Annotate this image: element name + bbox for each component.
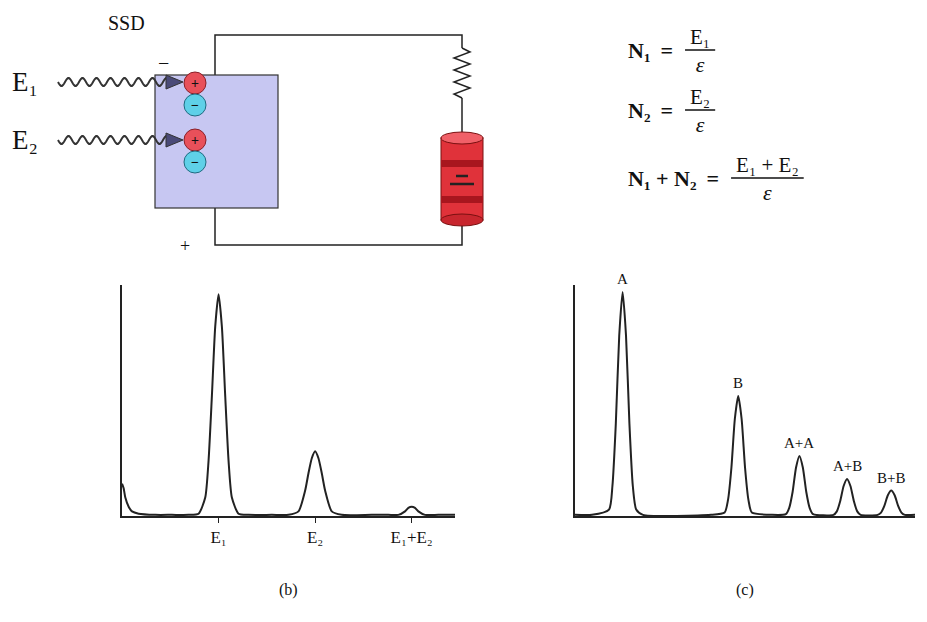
svg-text:E₁: E₁ — [690, 25, 710, 49]
svg-text:ε: ε — [763, 180, 772, 205]
svg-text:B+B: B+B — [877, 470, 905, 486]
svg-text:E₂: E₂ — [690, 85, 710, 109]
svg-text:SSD: SSD — [108, 12, 145, 34]
svg-text:B: B — [733, 375, 743, 391]
svg-text:−: − — [158, 52, 169, 74]
svg-text:+: + — [191, 76, 199, 91]
svg-text:E₂: E₂ — [307, 528, 323, 547]
svg-text:=: = — [707, 166, 720, 191]
svg-text:N₁ + N₂: N₁ + N₂ — [628, 166, 697, 191]
svg-text:E₁ + E₂: E₁ + E₂ — [736, 153, 799, 177]
svg-text:ε: ε — [696, 112, 705, 137]
svg-text:−: − — [191, 155, 199, 170]
svg-text:E₁: E₁ — [12, 67, 38, 97]
svg-text:ε: ε — [696, 52, 705, 77]
svg-text:N₂: N₂ — [628, 98, 651, 123]
svg-text:E₁+E₂: E₁+E₂ — [391, 528, 433, 547]
svg-text:(c): (c) — [736, 581, 754, 599]
svg-text:E₁: E₁ — [210, 528, 226, 547]
svg-text:+: + — [191, 133, 199, 148]
svg-text:−: − — [191, 98, 199, 113]
svg-text:A+A: A+A — [784, 435, 814, 451]
svg-text:+: + — [180, 236, 190, 256]
svg-text:A: A — [617, 271, 628, 287]
svg-text:=: = — [660, 38, 673, 63]
svg-text:A+B: A+B — [833, 458, 862, 474]
svg-text:(b): (b) — [279, 581, 298, 599]
svg-text:=: = — [660, 98, 673, 123]
svg-text:N₁: N₁ — [628, 38, 650, 63]
svg-text:E₂: E₂ — [12, 125, 38, 155]
